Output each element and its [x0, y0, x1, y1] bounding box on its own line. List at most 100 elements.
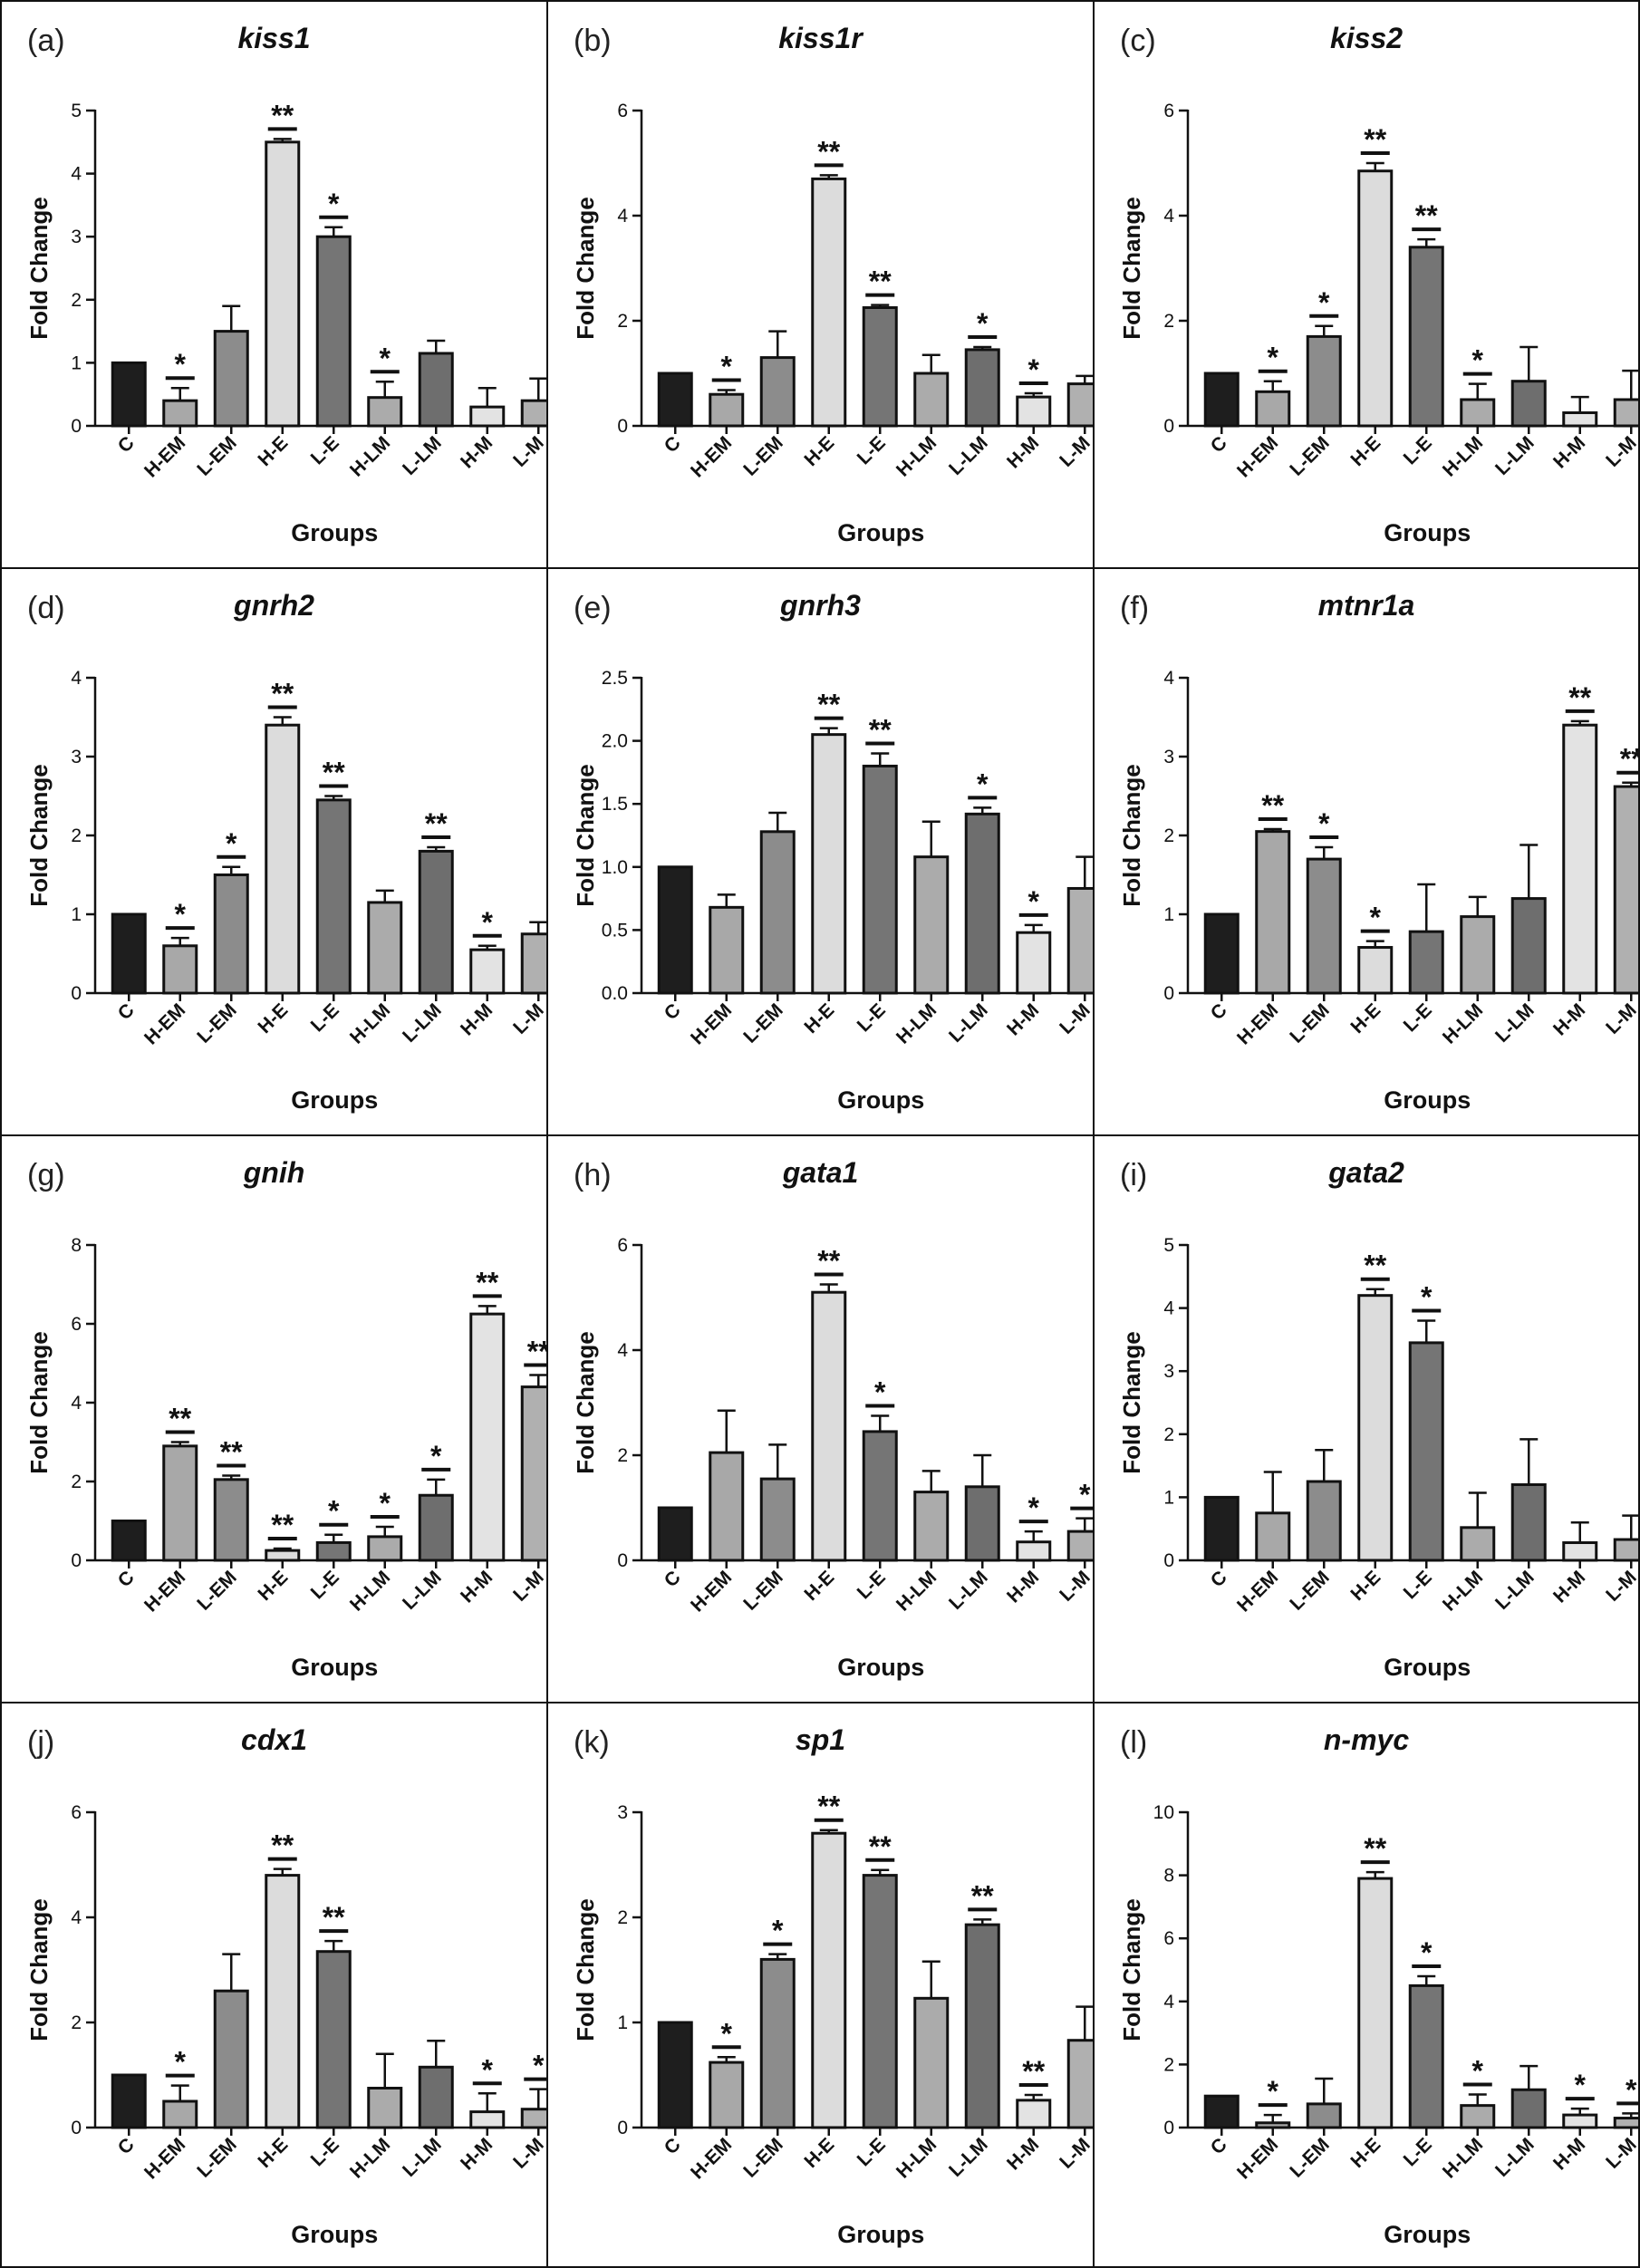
bar-h-m	[1016, 1540, 1052, 1562]
panel-letter: (j)	[27, 1725, 55, 1760]
y-tick-label: 1	[71, 352, 82, 373]
y-tick-label: 3	[71, 747, 82, 767]
y-tick-label: 0	[1163, 983, 1174, 1004]
chart-title: sp1	[795, 1723, 846, 1756]
x-tick-label: L-EM	[739, 1567, 787, 1615]
y-tick-label: 1	[1163, 1487, 1174, 1508]
panel-letter: (h)	[574, 1158, 612, 1192]
x-tick-label: H-LM	[892, 2134, 941, 2182]
significance-mark: *	[1028, 885, 1040, 918]
panel-letter: (e)	[574, 591, 612, 625]
chart-title: cdx1	[241, 1723, 307, 1756]
y-tick-label: 4	[71, 164, 82, 185]
significance-mark: *	[977, 767, 989, 800]
significance-mark: **	[169, 1403, 191, 1435]
bar-l-em	[213, 1478, 249, 1562]
x-tick-label: H-M	[1549, 999, 1589, 1039]
x-tick-label: L-EM	[193, 1567, 241, 1615]
y-tick-label: 2	[1163, 1424, 1174, 1445]
chart-svg: 0 2 4 6 8 Fold Change C ** H-EM ** L-EM ** H-E * L-E * H…	[25, 1235, 546, 1681]
y-tick-label: 1	[71, 904, 82, 925]
significance-mark: **	[869, 1830, 892, 1863]
panel-letter: (i)	[1120, 1158, 1148, 1192]
x-tick-label: H-LM	[346, 999, 394, 1047]
y-tick-label: 4	[617, 206, 628, 227]
x-tick-label: L-EM	[193, 432, 241, 480]
bar-h-e	[811, 733, 847, 995]
chart-title: gnih	[243, 1156, 305, 1189]
chart-title: n-myc	[1323, 1723, 1410, 1756]
bar-c	[657, 1506, 693, 1562]
bar-l-lm	[1510, 1482, 1547, 1562]
bar-h-e	[811, 177, 847, 428]
bar-l-e	[1408, 1983, 1444, 2129]
x-tick-label: H-EM	[687, 432, 736, 481]
significance-mark: **	[271, 678, 294, 710]
significance-mark: *	[721, 2017, 733, 2050]
x-tick-label: H-EM	[687, 999, 736, 1048]
chart-panel: (l) n-myc 0 2 4 6 8 10 Fold Change C * H-EM L-EM ** H-…	[1093, 1702, 1640, 2268]
y-tick-label: 5	[71, 101, 82, 121]
y-tick-label: 4	[1163, 668, 1174, 689]
significance-mark: *	[1626, 2073, 1637, 2106]
x-axis-label: Groups	[291, 1654, 378, 1681]
y-tick-label: 0	[71, 1550, 82, 1571]
y-axis-label: Fold Change	[572, 1898, 599, 2041]
panel-letter: (d)	[27, 591, 65, 625]
bar-h-m	[1562, 723, 1598, 995]
y-tick-label: 2.5	[602, 668, 628, 689]
y-tick-label: 4	[1163, 206, 1174, 227]
x-tick-label: H-M	[1549, 432, 1589, 472]
bar-h-em	[709, 905, 745, 995]
y-tick-label: 0	[617, 1550, 628, 1571]
x-tick-label: L-E	[1400, 2134, 1436, 2170]
bar-h-em	[709, 2061, 745, 2129]
x-tick-label: H-M	[1003, 432, 1043, 472]
y-tick-label: 10	[1153, 1802, 1174, 1823]
bar-h-m	[1562, 411, 1598, 428]
y-axis-label: Fold Change	[25, 197, 53, 339]
y-tick-label: 1	[617, 2012, 628, 2033]
x-tick-label: L-E	[1400, 1567, 1436, 1603]
bar-h-lm	[1460, 398, 1496, 428]
significance-mark: **	[1415, 199, 1438, 232]
y-axis-label: Fold Change	[25, 1898, 53, 2041]
y-tick-label: 3	[617, 1802, 628, 1823]
x-tick-label: L-LM	[399, 432, 446, 479]
significance-mark: *	[874, 1376, 886, 1409]
x-tick-label: L-EM	[1286, 2134, 1334, 2182]
y-tick-label: 4	[71, 1393, 82, 1414]
chart-svg: 0 1 2 3 4 5 Fold Change C * H-EM L-EM ** H-E * L-E * H-L…	[25, 99, 546, 546]
x-tick-label: H-EM	[140, 432, 189, 481]
x-tick-label: L-E	[854, 432, 890, 468]
bar-l-lm	[1510, 897, 1547, 995]
y-tick-label: 2.0	[602, 731, 628, 752]
bar-l-e	[315, 1950, 352, 2129]
bar-h-lm	[1460, 915, 1496, 995]
x-tick-label: L-M	[1056, 999, 1095, 1038]
bar-l-lm	[1510, 380, 1547, 428]
bar-h-m	[1016, 395, 1052, 428]
y-tick-label: 8	[71, 1235, 82, 1256]
bar-l-e	[315, 798, 352, 995]
bar-l-em	[1306, 1480, 1342, 1562]
bar-l-lm	[964, 1923, 1000, 2129]
bar-h-m	[469, 1312, 506, 1562]
panel-letter: (c)	[1120, 24, 1156, 58]
bar-h-e	[811, 1831, 847, 2129]
significance-mark: *	[1472, 2054, 1484, 2087]
significance-mark: **	[1364, 1250, 1386, 1282]
x-tick-label: L-LM	[399, 1567, 446, 1614]
y-tick-label: 6	[1163, 101, 1174, 121]
y-axis-label: Fold Change	[1118, 764, 1145, 906]
y-tick-label: 2	[71, 1472, 82, 1492]
chart-svg: 0 1 2 3 4 Fold Change C * H-EM * L-EM ** H-E ** L-E H-L…	[25, 668, 546, 1114]
significance-mark: **	[1022, 2055, 1045, 2088]
x-tick-label: L-LM	[945, 432, 992, 479]
y-tick-label: 4	[71, 668, 82, 689]
bar-c	[1203, 912, 1240, 995]
x-tick-label: L-LM	[945, 1567, 992, 1614]
